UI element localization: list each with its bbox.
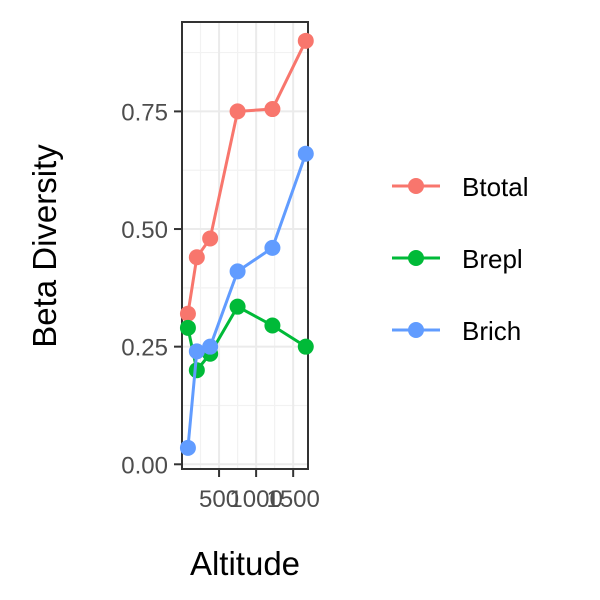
y-tick-label: 0.00	[121, 452, 168, 479]
legend-key-point	[408, 178, 424, 194]
data-point	[297, 145, 314, 162]
data-point	[229, 103, 246, 120]
data-point	[264, 317, 281, 334]
y-axis-title: Beta Diversity	[26, 144, 63, 348]
y-tick-label: 0.50	[121, 217, 168, 244]
data-point	[188, 249, 205, 266]
data-point	[264, 101, 281, 118]
legend-key-point	[408, 250, 424, 266]
data-point	[202, 230, 219, 247]
data-point	[179, 305, 196, 322]
panel-border	[181, 21, 309, 470]
x-tick-label: 1500	[266, 486, 319, 513]
series-brich	[179, 145, 314, 456]
legend-key-point	[408, 322, 424, 338]
data-point	[188, 362, 205, 379]
legend-label: Brepl	[462, 244, 523, 274]
legend-item-btotal: Btotal	[392, 172, 529, 202]
data-point	[229, 263, 246, 280]
y-tick-label: 0.75	[121, 99, 168, 126]
legend-label: Btotal	[462, 172, 529, 202]
legend: Btotal Brepl Brich	[392, 172, 529, 346]
legend-item-brich: Brich	[392, 316, 521, 346]
series-line	[186, 153, 308, 448]
series-line	[186, 40, 308, 314]
data-point	[188, 343, 205, 360]
x-tick-label: 1000	[229, 486, 282, 513]
data-point	[297, 32, 314, 49]
legend-item-brepl: Brepl	[392, 244, 523, 274]
data-point	[229, 298, 246, 315]
data-point	[202, 338, 219, 355]
legend-label: Brich	[462, 316, 521, 346]
series-btotal	[179, 32, 314, 322]
x-axis-title: Altitude	[190, 545, 300, 582]
data-point	[297, 338, 314, 355]
series	[179, 32, 314, 456]
data-point	[264, 239, 281, 256]
x-tick-label: 500	[199, 486, 239, 513]
y-tick-label: 0.25	[121, 335, 168, 362]
data-point	[179, 319, 196, 336]
data-point	[179, 439, 196, 456]
